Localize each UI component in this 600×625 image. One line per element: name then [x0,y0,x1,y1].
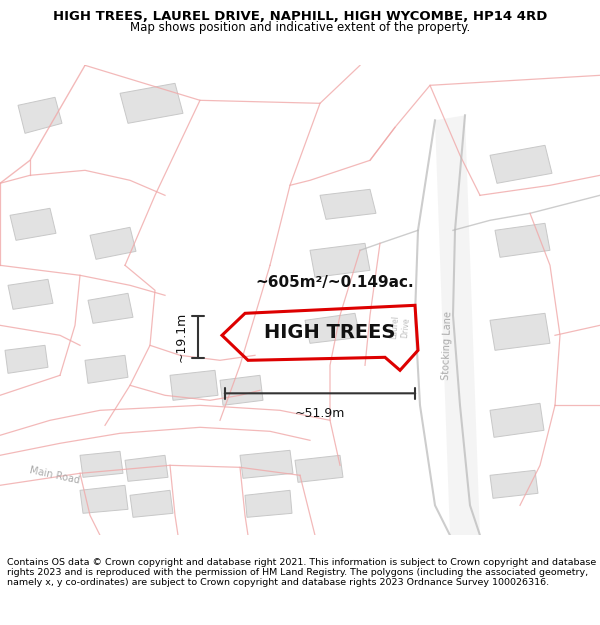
Polygon shape [18,98,62,133]
Text: HIGH TREES: HIGH TREES [265,322,395,342]
Polygon shape [305,313,360,343]
Polygon shape [85,355,128,383]
Polygon shape [130,490,173,518]
Polygon shape [80,451,123,478]
Polygon shape [88,293,133,323]
Text: Contains OS data © Crown copyright and database right 2021. This information is : Contains OS data © Crown copyright and d… [7,558,596,588]
Polygon shape [490,313,550,350]
Polygon shape [490,470,538,498]
Polygon shape [320,189,376,219]
Polygon shape [170,370,218,400]
Polygon shape [240,450,293,478]
Text: ~605m²/~0.149ac.: ~605m²/~0.149ac. [255,275,413,290]
Polygon shape [310,243,370,278]
Polygon shape [8,279,53,309]
Polygon shape [10,208,56,240]
Polygon shape [80,485,128,513]
Polygon shape [120,83,183,123]
Polygon shape [220,375,263,405]
Text: HIGH TREES, LAUREL DRIVE, NAPHILL, HIGH WYCOMBE, HP14 4RD: HIGH TREES, LAUREL DRIVE, NAPHILL, HIGH … [53,10,547,23]
Polygon shape [295,455,343,482]
Polygon shape [490,145,552,183]
Polygon shape [435,115,480,535]
Polygon shape [245,490,292,518]
Text: Stocking Lane: Stocking Lane [441,311,453,380]
Polygon shape [490,403,544,437]
Text: ~51.9m: ~51.9m [295,408,345,420]
Polygon shape [125,455,168,481]
Polygon shape [90,228,136,259]
Text: Map shows position and indicative extent of the property.: Map shows position and indicative extent… [130,21,470,34]
Text: ~19.1m: ~19.1m [175,312,188,362]
Polygon shape [495,223,550,258]
Polygon shape [5,345,48,373]
Text: Main Road: Main Road [29,465,81,486]
Text: Laurel
Drive: Laurel Drive [389,314,411,340]
